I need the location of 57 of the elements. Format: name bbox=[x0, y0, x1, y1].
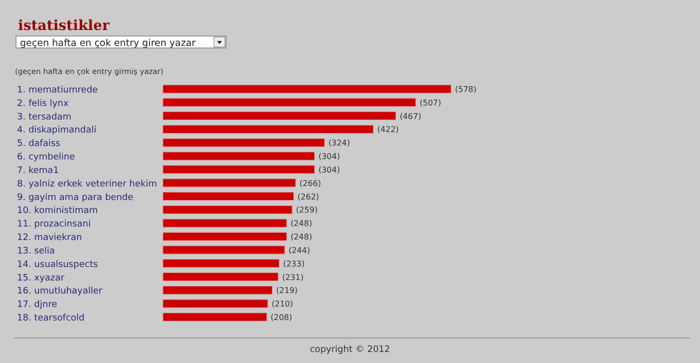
data-label: (467) bbox=[400, 112, 422, 121]
y-tick-label: 5. dafaiss bbox=[17, 139, 61, 150]
data-label: (578) bbox=[455, 85, 477, 94]
y-tick-label: 4. diskapimandali bbox=[17, 126, 96, 136]
bar bbox=[162, 112, 396, 120]
y-tick-label: 2. felis lynx bbox=[17, 98, 70, 109]
bar bbox=[162, 178, 296, 188]
y-tick-label: 3. tersadam bbox=[17, 112, 72, 122]
data-label: (210) bbox=[272, 300, 294, 309]
data-label: (259) bbox=[296, 206, 318, 215]
bar bbox=[162, 299, 268, 308]
bar bbox=[162, 165, 315, 174]
data-label: (244) bbox=[288, 246, 310, 255]
bar bbox=[162, 192, 294, 201]
y-tick-label: 9. gayim ama para bende bbox=[17, 192, 134, 203]
data-label: (219) bbox=[276, 286, 298, 296]
y-tick-label: 15. xyazar bbox=[17, 273, 65, 284]
y-tick-label: 10. koministimam bbox=[17, 206, 98, 216]
text: copyright © 2012 bbox=[310, 345, 390, 355]
data-label: (208) bbox=[270, 313, 292, 322]
bar bbox=[162, 138, 325, 147]
bar bbox=[162, 312, 267, 322]
y-tick-label: 16. umutluhayaller bbox=[17, 286, 103, 297]
y-tick-label: 11. prozacinsani bbox=[17, 220, 91, 230]
data-label: (231) bbox=[282, 272, 304, 282]
chart-title: istatistikler bbox=[18, 18, 110, 34]
bar bbox=[162, 205, 292, 214]
y-tick-label: 18. tearsofcold bbox=[17, 314, 84, 324]
bar bbox=[162, 232, 287, 241]
data-label: (304) bbox=[318, 165, 340, 174]
bar bbox=[162, 84, 452, 94]
bar bbox=[162, 152, 315, 160]
y-tick-label: 12. maviekran bbox=[17, 233, 82, 244]
y-tick-label: 17. djnre bbox=[17, 300, 58, 310]
bar bbox=[162, 286, 272, 294]
data-label: (262) bbox=[298, 192, 320, 202]
y-tick-label: 14. usualsuspects bbox=[17, 260, 98, 270]
y-tick-label: 8. yalniz erkek veteriner hekim bbox=[17, 179, 157, 190]
y-tick-label: 13. selia bbox=[17, 246, 55, 256]
data-label: (507) bbox=[420, 98, 442, 108]
data-label: (233) bbox=[283, 259, 305, 268]
data-label: (304) bbox=[318, 152, 340, 162]
bar bbox=[162, 259, 280, 268]
data-label: (248) bbox=[290, 219, 312, 228]
chart-subtitle: geçen hafta en çok entry giren yazar bbox=[20, 38, 196, 49]
y-tick-label: 6. cymbeline bbox=[17, 152, 76, 163]
bar bbox=[162, 218, 287, 228]
bar bbox=[162, 246, 285, 254]
bar bbox=[162, 124, 374, 134]
y-tick-label: 7. kema1 bbox=[17, 166, 59, 176]
y-tick-label: 1. mematiumrede bbox=[17, 86, 98, 96]
bar bbox=[162, 272, 278, 282]
data-label: (324) bbox=[328, 138, 350, 148]
data-label: (266) bbox=[300, 178, 322, 188]
data-label: (422) bbox=[377, 125, 399, 134]
data-label: (248) bbox=[290, 232, 312, 242]
bar bbox=[162, 98, 416, 107]
